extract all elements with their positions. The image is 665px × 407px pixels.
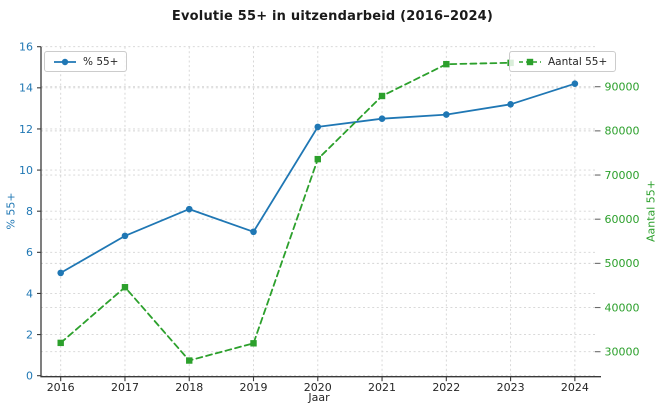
data-point-aantal: [186, 357, 193, 364]
x-tick-label: 2023: [497, 381, 525, 394]
x-tick-label: 2021: [368, 381, 396, 394]
y-tick-label-right: 70000: [605, 169, 640, 182]
y-tick-label-right: 80000: [605, 125, 640, 138]
x-tick-label: 2018: [175, 381, 203, 394]
y-tick-label-left: 8: [26, 205, 33, 218]
data-point-aantal: [250, 340, 257, 347]
legend-aantal-55plus: Aantal 55+: [509, 51, 617, 72]
legend-label-aantal: Aantal 55+: [548, 55, 608, 68]
y-tick-label-left: 16: [19, 41, 33, 54]
y-tick-label-left: 6: [26, 246, 33, 259]
series-line-aantal: [59, 61, 512, 362]
y-tick-label-right: 50000: [605, 257, 640, 270]
data-point-pct: [507, 100, 514, 108]
data-point-aantal: [57, 339, 64, 347]
y-tick-label-left: 0: [26, 370, 33, 383]
y-tick-label-left: 4: [26, 287, 33, 300]
x-tick-label: 2016: [47, 381, 75, 394]
y-axis-label-right: Aantal 55+: [644, 179, 658, 243]
y-tick-label-left: 2: [26, 328, 33, 341]
data-point-aantal: [378, 92, 386, 100]
y-tick-label-right: 90000: [605, 81, 640, 94]
x-tick-label: 2017: [111, 381, 139, 394]
data-point-pct: [250, 228, 257, 236]
data-point-pct: [185, 205, 193, 213]
data-point-pct: [378, 115, 386, 122]
data-point-pct: [121, 232, 129, 240]
x-tick-label: 2022: [432, 381, 460, 394]
x-axis-label: Jaar: [308, 391, 330, 404]
legend-label-pct: % 55+: [83, 55, 119, 68]
x-tick-label: 2024: [561, 381, 589, 394]
data-point-pct: [57, 269, 64, 277]
data-point-aantal: [121, 284, 129, 291]
data-point-aantal: [443, 60, 450, 68]
x-tick-label: 2019: [240, 381, 268, 394]
y-tick-label-right: 40000: [605, 301, 640, 314]
legend-pct-55plus: % 55+: [44, 51, 128, 72]
x-tick-label: 2020: [304, 381, 332, 394]
data-point-pct: [314, 123, 322, 131]
y-tick-label-left: 12: [19, 123, 33, 136]
legend-line-circle-icon: [54, 58, 76, 65]
y-tick-label-right: 30000: [605, 346, 640, 359]
y-axis-label-left: % 55+: [4, 192, 18, 230]
chart-title: Evolutie 55+ in uitzendarbeid (2016–2024…: [171, 9, 494, 24]
data-point-pct: [571, 80, 579, 88]
data-point-aantal: [314, 155, 321, 163]
y-tick-label-right: 60000: [605, 213, 640, 226]
y-tick-label-left: 14: [19, 82, 33, 95]
data-point-pct: [443, 111, 450, 118]
y-tick-label-left: 10: [19, 164, 33, 177]
legend-dashed-square-icon: [519, 58, 541, 65]
